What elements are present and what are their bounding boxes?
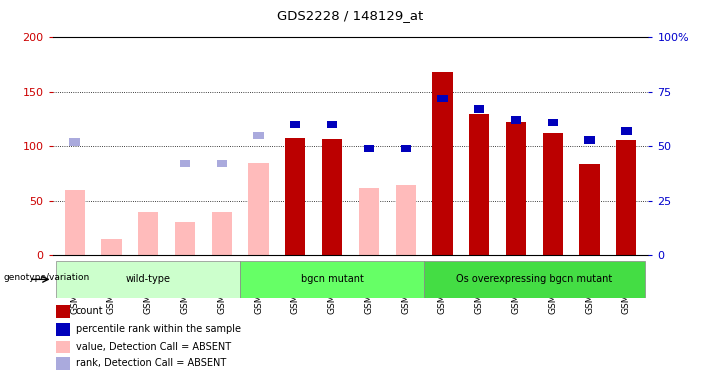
Bar (64, 190, 85, 255)
Bar (400, 145, 411, 152)
Bar (580, 164, 599, 255)
Text: bgcn mutant: bgcn mutant (301, 274, 364, 284)
Bar (57, 305, 70, 318)
Bar (180, 160, 190, 168)
Text: value, Detection Call = ABSENT: value, Detection Call = ABSENT (76, 342, 231, 352)
Bar (138, 211, 158, 255)
Bar (290, 121, 301, 128)
Bar (285, 138, 306, 255)
Bar (469, 114, 489, 255)
Text: count: count (76, 306, 104, 316)
Bar (424, 261, 645, 298)
Bar (69, 138, 80, 146)
Bar (175, 222, 195, 255)
Bar (248, 163, 268, 255)
Text: percentile rank within the sample: percentile rank within the sample (76, 324, 241, 334)
Bar (474, 105, 484, 113)
Bar (433, 72, 453, 255)
Bar (327, 121, 337, 128)
Bar (621, 127, 632, 135)
Bar (547, 118, 558, 126)
Bar (506, 122, 526, 255)
Bar (322, 139, 342, 255)
Bar (253, 132, 264, 139)
Text: GDS2228 / 148129_at: GDS2228 / 148129_at (278, 9, 423, 22)
Bar (543, 133, 563, 255)
Bar (511, 116, 521, 124)
Bar (102, 239, 121, 255)
Text: rank, Detection Call = ABSENT: rank, Detection Call = ABSENT (76, 358, 226, 368)
Text: Os overexpressing bgcn mutant: Os overexpressing bgcn mutant (456, 274, 613, 284)
Bar (585, 136, 594, 144)
Bar (395, 185, 416, 255)
Text: genotype/variation: genotype/variation (4, 273, 90, 282)
Bar (57, 340, 70, 353)
Bar (57, 357, 70, 370)
Bar (240, 261, 424, 298)
Bar (364, 145, 374, 152)
Text: wild-type: wild-type (125, 274, 171, 284)
Bar (212, 211, 232, 255)
Bar (56, 261, 240, 298)
Bar (437, 94, 448, 102)
Bar (217, 160, 227, 168)
Bar (359, 188, 379, 255)
Bar (616, 140, 637, 255)
Bar (57, 323, 70, 336)
